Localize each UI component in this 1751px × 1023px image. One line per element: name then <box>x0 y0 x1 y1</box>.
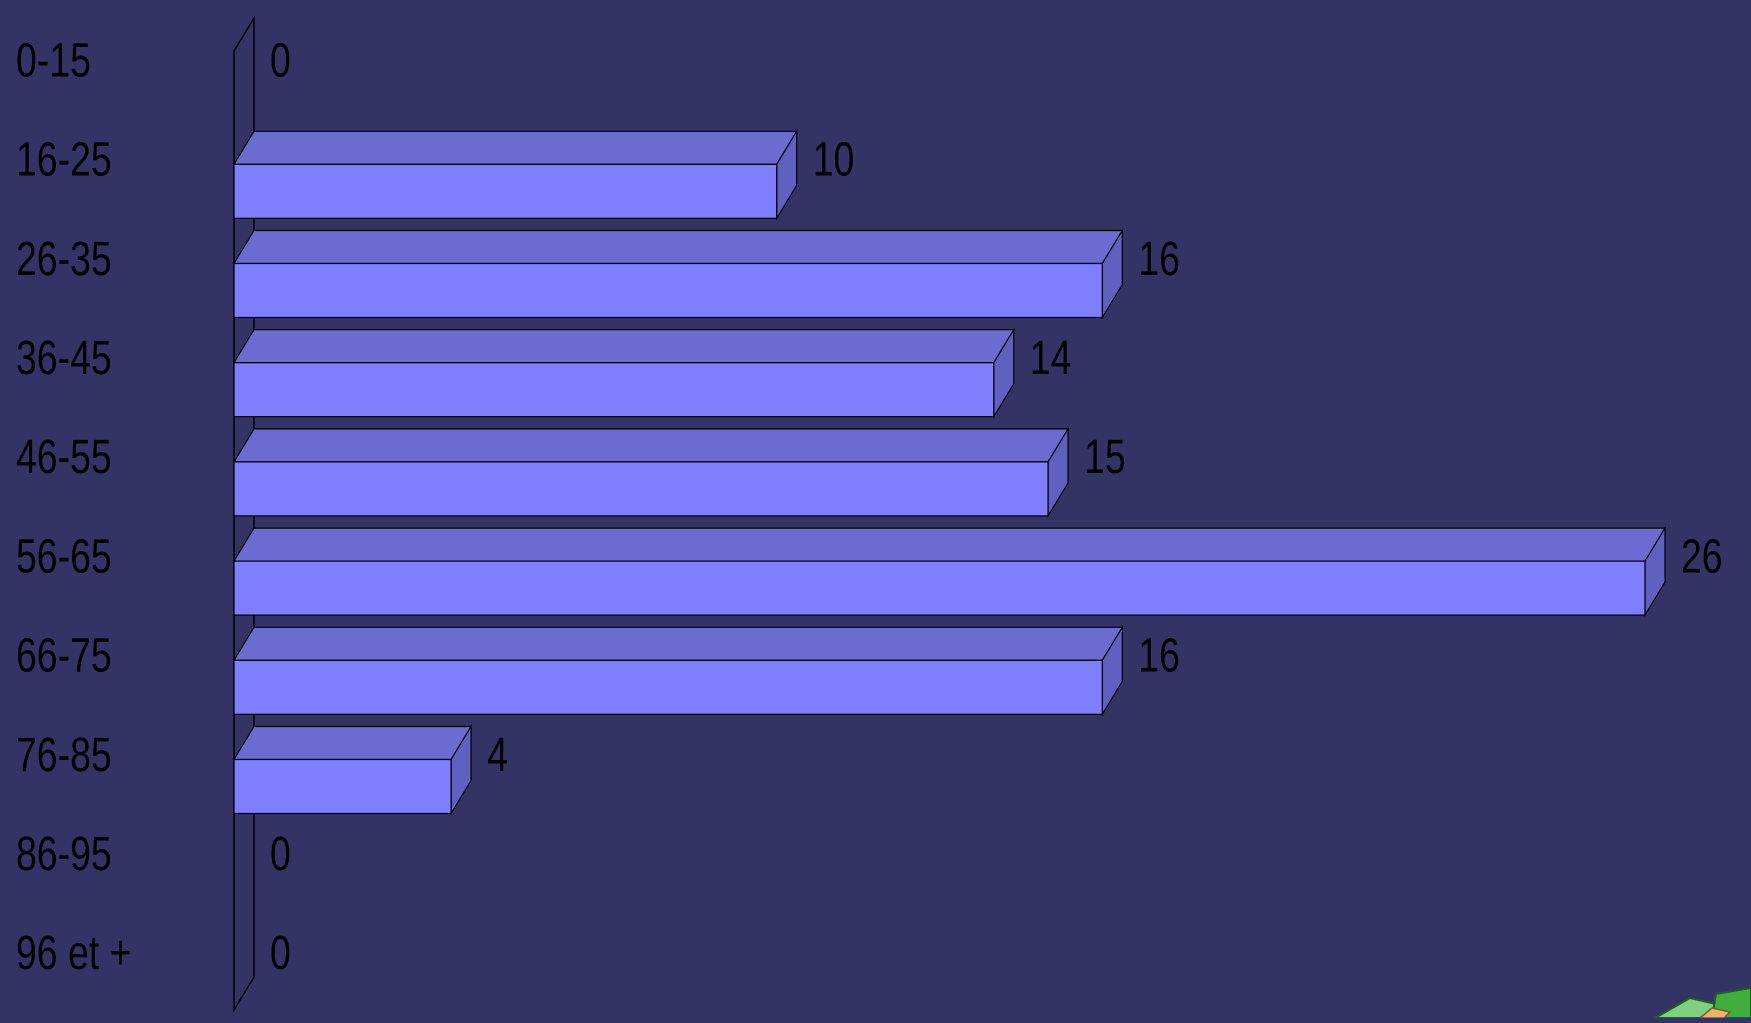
bar <box>232 625 1124 717</box>
category-label: 66-75 <box>16 629 112 683</box>
corner-decoration <box>1651 986 1751 1019</box>
category-label: 36-45 <box>16 332 112 386</box>
bar-top-face <box>232 428 1070 463</box>
bar-top-face <box>232 130 798 165</box>
bar-top-face <box>232 626 1124 661</box>
bar-front-face <box>233 758 452 815</box>
bar-front-face <box>233 461 1049 517</box>
bar <box>232 327 1015 419</box>
bar-front-face <box>233 262 1103 319</box>
bar <box>232 129 798 221</box>
category-label: 56-65 <box>16 530 112 584</box>
category-label: 46-55 <box>16 431 112 485</box>
data-label: 14 <box>1030 332 1072 386</box>
bar-front-face <box>233 362 995 418</box>
bar-top-face <box>232 725 473 761</box>
category-label: 16-25 <box>16 133 112 187</box>
data-label: 16 <box>1138 232 1180 286</box>
data-label: 4 <box>487 728 508 782</box>
data-label: 0 <box>270 828 291 882</box>
bar-top-face <box>232 329 1015 364</box>
data-label: 0 <box>270 34 291 88</box>
category-labels: 0-15 16-25 26-35 36-45 46-55 56-65 66-75 76-85 8… <box>16 34 132 980</box>
bar <box>232 228 1124 320</box>
bar-front-face <box>233 560 1646 616</box>
category-label: 26-35 <box>16 232 112 286</box>
category-label: 86-95 <box>16 828 112 882</box>
data-label: 15 <box>1084 431 1126 485</box>
category-label: 0-15 <box>16 34 91 88</box>
data-label: 10 <box>813 133 855 187</box>
bar-front-face <box>233 659 1103 715</box>
bar-front-face <box>233 163 778 219</box>
bar-top-face <box>232 527 1667 562</box>
category-label: 96 et + <box>16 927 132 981</box>
bar <box>232 724 473 816</box>
bars <box>232 129 1667 816</box>
bar <box>232 426 1070 519</box>
bar-top-face <box>232 229 1124 265</box>
data-label: 26 <box>1681 530 1723 584</box>
data-label: 16 <box>1138 629 1180 683</box>
category-label: 76-85 <box>16 728 112 782</box>
data-label: 0 <box>270 927 291 981</box>
green-stacked-objects-icon <box>1651 986 1751 1019</box>
bar <box>232 525 1667 618</box>
